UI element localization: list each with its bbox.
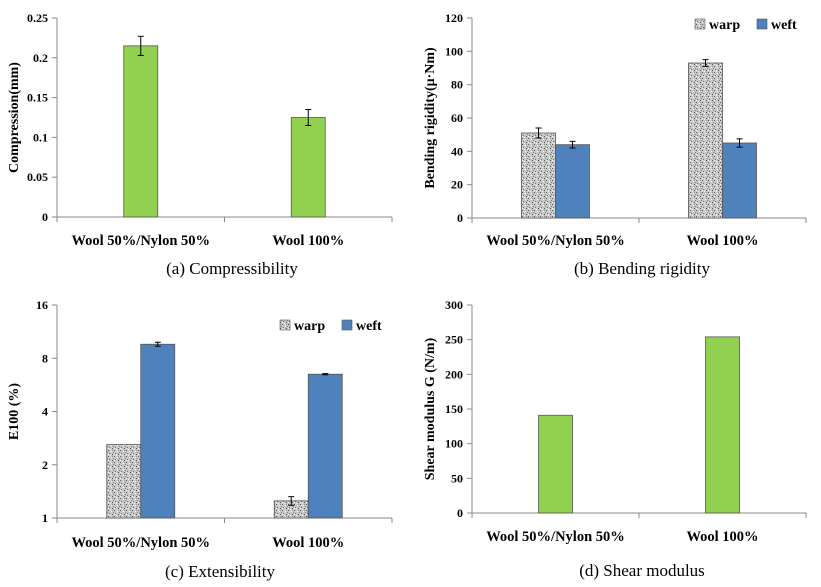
y-tick-label: 300 — [445, 298, 463, 312]
y-tick-label: 150 — [445, 402, 463, 416]
legend-label-weft: weft — [356, 319, 382, 334]
y-tick-label: 16 — [36, 298, 48, 312]
y-axis-label: E100 (%) — [7, 383, 22, 441]
y-tick-label: 0.1 — [33, 130, 48, 144]
y-tick-label: 40 — [451, 144, 463, 158]
bar-value-0 — [123, 45, 159, 218]
chart-b: 0 20 40 60 80 100 120 Wool 50%/Nylon 50% Wool 10… — [423, 11, 807, 278]
bar-weft-0 — [140, 343, 176, 519]
y-tick-label: 120 — [445, 11, 463, 25]
y-axis-label: Shear modulus G (N/m) — [423, 337, 438, 480]
y-tick-label: 200 — [445, 367, 463, 381]
legend-label-warp: warp — [294, 319, 325, 334]
y-tick-label: 4 — [42, 405, 48, 419]
bar-warp-1 — [688, 62, 723, 219]
chart-caption: (b) Bending rigidity — [574, 259, 710, 278]
category-label: Wool 100% — [272, 233, 344, 249]
y-tick-label: 50 — [451, 471, 463, 485]
y-tick-label: 0 — [457, 211, 463, 225]
category-label: Wool 100% — [686, 233, 758, 249]
y-tick-label: 80 — [451, 78, 463, 92]
legend-swatch-warp — [279, 319, 291, 331]
bar-warp-0 — [106, 444, 142, 519]
y-tick-label: 0 — [42, 210, 48, 224]
legend-swatch-warp — [694, 18, 706, 30]
chart-c: 1 2 4 8 16 Wool 50%/Nylon 50% Wool 100% E100 (%… — [7, 298, 393, 581]
y-tick-label: 100 — [445, 437, 463, 451]
chart-a: 0 0.05 0.1 0.15 0.2 0.25 Wool 50%/Nylon 50% Woo… — [7, 11, 393, 278]
legend-label-weft: weft — [771, 18, 797, 33]
category-label: Wool 50%/Nylon 50% — [486, 233, 625, 249]
chart-d: 0 50 100 150 200 250 300 Wool 50%/Nylon 50% Wool… — [423, 298, 807, 580]
y-tick-label: 60 — [451, 111, 463, 125]
bar-warp-0 — [521, 132, 556, 219]
legend-swatch-weft — [756, 18, 768, 30]
y-tick-label: 2 — [42, 458, 48, 472]
y-axis-label: Compression(mm) — [7, 62, 22, 173]
category-label: Wool 100% — [272, 535, 344, 551]
y-tick-label: 250 — [445, 333, 463, 347]
legend-swatch-weft — [341, 319, 353, 331]
category-label: Wool 100% — [686, 529, 758, 545]
y-tick-label: 8 — [42, 351, 48, 365]
bar-weft-0 — [555, 144, 590, 219]
bar-value-1 — [705, 336, 740, 514]
y-tick-label: 0.15 — [27, 91, 48, 105]
bar-value-0 — [538, 414, 573, 514]
y-tick-label: 0.05 — [27, 170, 48, 184]
y-tick-label: 0.25 — [27, 11, 48, 25]
category-label: Wool 50%/Nylon 50% — [71, 535, 210, 551]
y-tick-label: 100 — [445, 44, 463, 58]
y-axis-label: Bending rigidity(μ·Nm) — [423, 47, 438, 189]
bar-weft-1 — [722, 142, 757, 219]
legend-label-warp: warp — [709, 18, 740, 33]
chart-caption: (d) Shear modulus — [579, 561, 705, 580]
y-tick-label: 1 — [42, 511, 48, 525]
bar-value-1 — [290, 117, 326, 218]
category-label: Wool 50%/Nylon 50% — [486, 529, 625, 545]
y-tick-label: 20 — [451, 178, 463, 192]
bar-weft-1 — [307, 373, 343, 519]
chart-caption: (a) Compressibility — [166, 259, 298, 278]
category-label: Wool 50%/Nylon 50% — [71, 233, 210, 249]
y-tick-label: 0 — [457, 506, 463, 520]
y-tick-label: 0.2 — [33, 51, 48, 65]
chart-caption: (c) Extensibility — [165, 562, 276, 581]
